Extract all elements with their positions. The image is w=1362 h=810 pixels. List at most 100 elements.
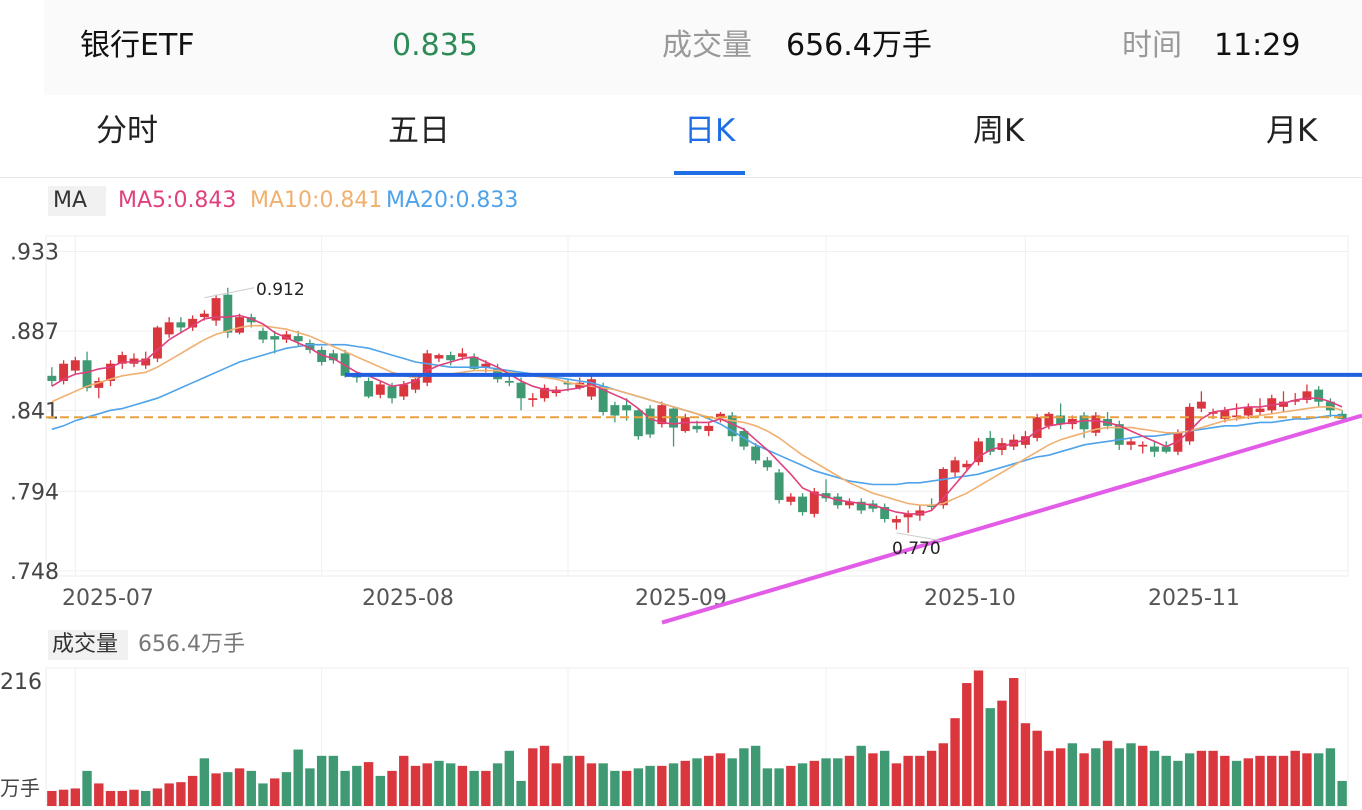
candle-body	[1161, 446, 1171, 452]
volume-bar	[915, 755, 925, 806]
volume-bar	[316, 755, 327, 806]
volume-bar	[1020, 723, 1031, 806]
candle-body	[387, 386, 397, 399]
volume-tag[interactable]: 成交量	[48, 630, 128, 660]
volume-bar	[762, 768, 773, 806]
ma5-line	[51, 314, 1343, 515]
x-tick-label: 2025-07	[62, 586, 154, 611]
volume-bar	[774, 768, 784, 806]
volume-bar	[1243, 758, 1253, 806]
candle-body	[845, 501, 854, 506]
candle-body	[716, 413, 725, 418]
volume-bar	[668, 763, 679, 806]
volume-bar	[1184, 753, 1195, 806]
volume-bar	[58, 789, 69, 806]
candle-body	[903, 513, 913, 518]
high-label: 0.912	[256, 280, 305, 300]
volume-bar	[1114, 748, 1124, 806]
volume-bar	[293, 749, 303, 806]
volume-bar	[856, 745, 866, 806]
candle-body	[293, 336, 303, 342]
volume-bar	[1161, 755, 1171, 806]
x-tick-label: 2025-08	[362, 586, 454, 611]
volume-bar	[375, 775, 385, 806]
volume-bar	[117, 790, 127, 806]
candle-body	[211, 298, 221, 321]
volume-bar	[352, 765, 362, 806]
candle-body	[786, 496, 796, 502]
candle-body	[833, 496, 843, 506]
volume-bar	[1267, 755, 1277, 806]
volume-bar	[305, 768, 315, 806]
volume-bar	[363, 762, 374, 806]
quote-header: 银行ETF 0.835 成交量 656.4万手 时间 11:29	[44, 0, 1362, 95]
tab-intraday[interactable]: 分时	[96, 113, 158, 149]
candle-body	[1325, 401, 1335, 411]
ma10-value: MA10:0.841	[250, 188, 383, 213]
tab-daily-k[interactable]: 日K	[684, 113, 736, 149]
candle-body	[880, 506, 890, 520]
candle-body	[70, 360, 80, 371]
volume-bar	[809, 760, 819, 806]
volume-bar	[187, 775, 198, 806]
candle-body	[540, 387, 549, 399]
volume-bar	[457, 765, 468, 806]
y-tick-label: .887	[10, 320, 59, 345]
volume-unit-label: 万手	[0, 776, 40, 800]
volume-bar	[1079, 753, 1089, 806]
y-tick-label: .841	[10, 399, 59, 424]
volume-bar	[422, 763, 432, 806]
volume-bar	[199, 758, 210, 806]
candle-body	[328, 353, 338, 361]
candle-body	[1243, 406, 1253, 416]
candle-body	[821, 493, 831, 499]
candle-body	[246, 317, 256, 323]
candle-body	[1185, 406, 1195, 442]
candle-body	[1126, 441, 1136, 445]
candle-body	[528, 398, 538, 400]
last-price: 0.835	[392, 28, 478, 63]
volume-bar	[1126, 743, 1136, 806]
candle-body	[856, 501, 866, 511]
volume-bar	[129, 789, 139, 806]
volume-bar	[481, 770, 491, 806]
candle-body	[305, 343, 315, 350]
volume-bar	[434, 760, 444, 806]
candle-body	[891, 519, 901, 523]
candle-body	[1267, 398, 1277, 411]
tab-five-day[interactable]: 五日	[388, 113, 450, 149]
volume-bar	[833, 758, 843, 806]
candle-body	[375, 384, 385, 395]
candle-body	[1196, 401, 1206, 409]
candle-body	[575, 382, 585, 388]
volume-bar	[1302, 753, 1312, 806]
volume-bar	[797, 763, 808, 806]
volume-bar	[715, 753, 726, 806]
volume-bar	[528, 748, 538, 806]
volume-bar	[539, 745, 550, 806]
tab-monthly-k[interactable]: 月K	[1266, 113, 1318, 149]
volume-bar	[399, 755, 409, 806]
ma-tag[interactable]: MA	[48, 186, 106, 216]
volume-bar	[164, 783, 174, 806]
candle-body	[1279, 401, 1288, 407]
volume-bar	[47, 790, 57, 806]
volume-bar	[680, 760, 690, 806]
candle-body	[1150, 446, 1159, 452]
candle-body	[563, 382, 573, 385]
tab-weekly-k[interactable]: 周K	[973, 113, 1025, 149]
volume-bar	[176, 782, 186, 806]
volume-bar	[1009, 678, 1019, 806]
volume-bar	[234, 768, 245, 806]
volume-bar	[223, 772, 233, 806]
time-value: 11:29	[1214, 28, 1301, 63]
volume-bar	[504, 750, 515, 806]
volume-bar	[633, 768, 644, 806]
volume-bar	[598, 763, 608, 806]
candle-body	[457, 353, 467, 357]
candle-body	[762, 460, 772, 468]
volume-bar	[1149, 750, 1160, 806]
volume-bar	[340, 770, 350, 806]
volume-bar	[1313, 753, 1324, 806]
